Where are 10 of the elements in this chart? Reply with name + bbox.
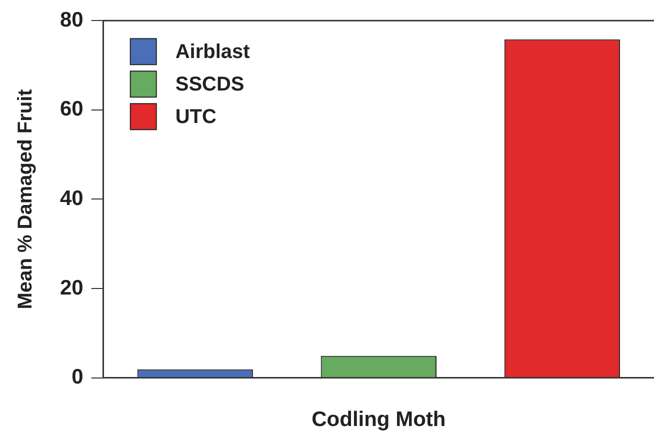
y-tick-label: 80 [60,8,84,32]
x-axis-title: Codling Moth [312,408,446,432]
legend-label: UTC [175,106,216,128]
y-tick-label: 60 [60,98,84,121]
legend-label: SSCDS [175,74,244,96]
y-tick-label: 0 [72,366,84,389]
y-tick-label: 40 [60,186,84,210]
y-axis-title: Mean % Damaged Fruit [14,88,37,310]
y-tick-label: 20 [60,276,84,300]
legend-label: Airblast [175,41,250,64]
